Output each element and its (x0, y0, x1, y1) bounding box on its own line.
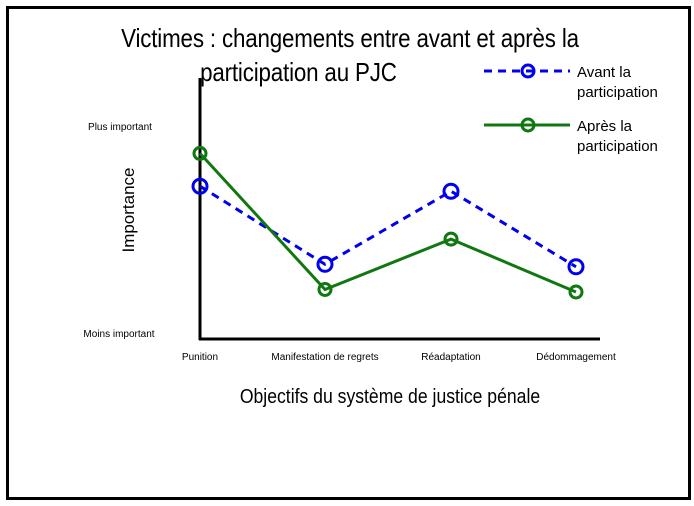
legend-label-apres-line-2: participation (577, 138, 658, 155)
legend-label-avant: Avant la participation (577, 63, 658, 103)
legend-label-apres-line-1: Après la (577, 118, 633, 135)
series-1-point (568, 284, 584, 300)
series-1-point (192, 145, 208, 161)
series-line-1 (198, 152, 577, 294)
x-tick-label: Manifestation de regrets (271, 352, 378, 363)
series-1-point (317, 282, 333, 297)
series-0-point (316, 255, 334, 273)
x-tick-label: Réadaptation (421, 352, 481, 363)
legend-label-avant-line-1: Avant la (577, 64, 631, 81)
legend-label-apres: Après la participation (577, 117, 658, 157)
chart-title-line-2: participation au PJC (200, 57, 397, 87)
y-tick-top: Plus important (88, 122, 152, 133)
chart-title-line-1: Victimes : changements entre avant et ap… (121, 23, 579, 53)
x-axis-title: Objectifs du système de justice pénale (239, 386, 541, 408)
series-0-point (567, 258, 585, 276)
y-tick-bottom: Moins important (83, 329, 154, 340)
legend (484, 63, 570, 133)
legend-label-avant-line-2: participation (577, 84, 658, 101)
series-line-0 (199, 184, 577, 269)
legend-marker-apres (520, 117, 536, 133)
y-axis-title: Importance (119, 167, 138, 252)
x-tick-label: Punition (182, 352, 218, 363)
x-tick-label: Dédommagement (536, 352, 616, 363)
chart-frame (6, 6, 691, 500)
series-0-point (191, 177, 209, 195)
series-0-point (442, 182, 460, 200)
legend-marker-avant (520, 63, 536, 79)
series-1-point (443, 231, 459, 247)
